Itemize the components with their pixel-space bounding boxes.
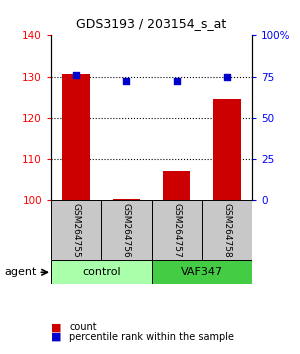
Bar [152, 261, 252, 284]
Point [74, 72, 79, 78]
Bar [62, 74, 90, 200]
Text: VAF347: VAF347 [181, 267, 223, 277]
Bar [101, 200, 152, 261]
Bar [213, 99, 241, 200]
Text: ■: ■ [51, 332, 62, 342]
Point [124, 79, 129, 84]
Text: GSM264755: GSM264755 [72, 203, 81, 257]
Bar [51, 200, 101, 261]
Text: GDS3193 / 203154_s_at: GDS3193 / 203154_s_at [76, 17, 226, 30]
Text: percentile rank within the sample: percentile rank within the sample [69, 332, 234, 342]
Text: GSM264758: GSM264758 [222, 203, 231, 257]
Point [174, 79, 179, 84]
Text: count: count [69, 322, 97, 332]
Text: GSM264756: GSM264756 [122, 203, 131, 257]
Text: control: control [82, 267, 121, 277]
Point [224, 74, 229, 79]
Bar [51, 261, 152, 284]
Bar [202, 200, 252, 261]
Text: agent: agent [4, 267, 37, 277]
Bar [152, 200, 202, 261]
Bar [112, 199, 140, 200]
Text: GSM264757: GSM264757 [172, 203, 181, 257]
Bar [163, 171, 190, 200]
Text: ■: ■ [51, 322, 62, 332]
